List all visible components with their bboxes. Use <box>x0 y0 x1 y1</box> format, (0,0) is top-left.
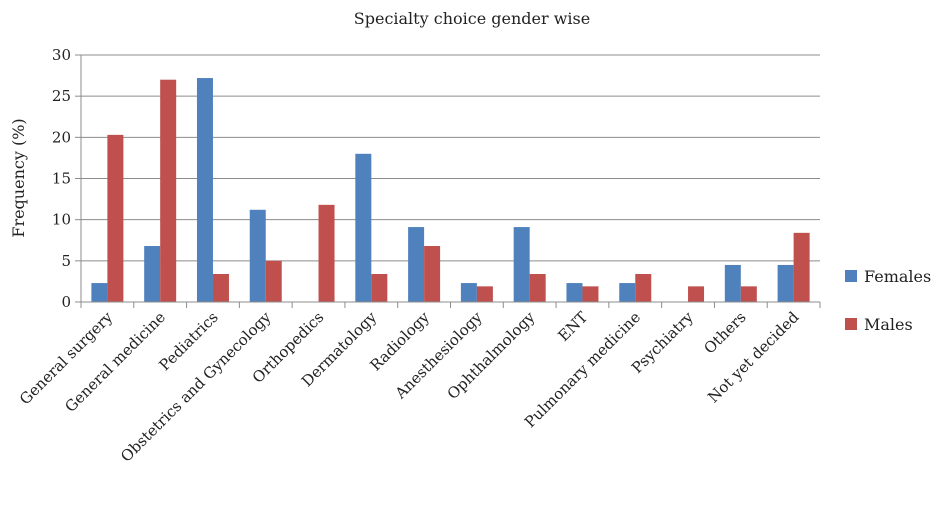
x-tick-label-0: General surgery <box>16 308 117 409</box>
y-tick-label-1: 5 <box>61 252 71 270</box>
x-tick-label-13: Not yet decided <box>704 308 802 406</box>
y-tick-label-6: 30 <box>52 46 71 64</box>
gridlines <box>80 54 820 303</box>
bar-females-6 <box>408 227 425 302</box>
bars <box>91 78 810 302</box>
bar-males-10 <box>635 274 652 302</box>
bar-females-12 <box>724 264 741 302</box>
y-tick-label-3: 15 <box>52 170 71 188</box>
bar-males-7 <box>476 286 493 302</box>
bar-males-5 <box>371 274 388 302</box>
legend-swatch-males <box>845 318 857 330</box>
bar-males-13 <box>793 232 810 302</box>
legend-swatch-females <box>845 270 857 282</box>
bar-females-1 <box>144 246 161 302</box>
y-axis-label: Frequency (%) <box>9 118 28 237</box>
bar-males-11 <box>688 286 705 302</box>
bar-males-6 <box>424 246 441 302</box>
bar-females-0 <box>91 283 108 302</box>
y-tick-label-5: 25 <box>52 87 71 105</box>
bar-females-13 <box>777 264 794 302</box>
legend: Females Males <box>845 267 931 334</box>
bar-males-1 <box>160 79 177 302</box>
bar-females-10 <box>619 283 636 302</box>
bar-females-5 <box>355 153 372 302</box>
bar-females-8 <box>513 227 530 302</box>
bar-males-0 <box>107 134 124 302</box>
x-tick-label-1: General medicine <box>61 308 169 416</box>
bar-males-2 <box>212 274 229 302</box>
bar-males-4 <box>318 204 335 302</box>
bar-males-12 <box>740 286 757 302</box>
chart-title: Specialty choice gender wise <box>354 9 590 28</box>
legend-label-males: Males <box>864 315 913 334</box>
bar-males-8 <box>529 274 546 302</box>
bar-females-7 <box>460 283 477 302</box>
y-tick-label-2: 10 <box>52 211 71 229</box>
bar-males-3 <box>265 260 282 302</box>
x-tick-label-9: ENT <box>554 308 591 345</box>
y-tick-label-4: 20 <box>52 128 71 146</box>
bar-females-9 <box>566 283 583 302</box>
x-tick-label-12: Others <box>700 308 749 357</box>
bar-females-2 <box>196 78 213 302</box>
bar-females-3 <box>249 209 266 302</box>
y-ticks: 0 5 10 15 20 25 30 <box>52 46 81 311</box>
y-tick-label-0: 0 <box>61 293 71 311</box>
bar-males-9 <box>582 286 599 302</box>
legend-label-females: Females <box>864 267 931 286</box>
